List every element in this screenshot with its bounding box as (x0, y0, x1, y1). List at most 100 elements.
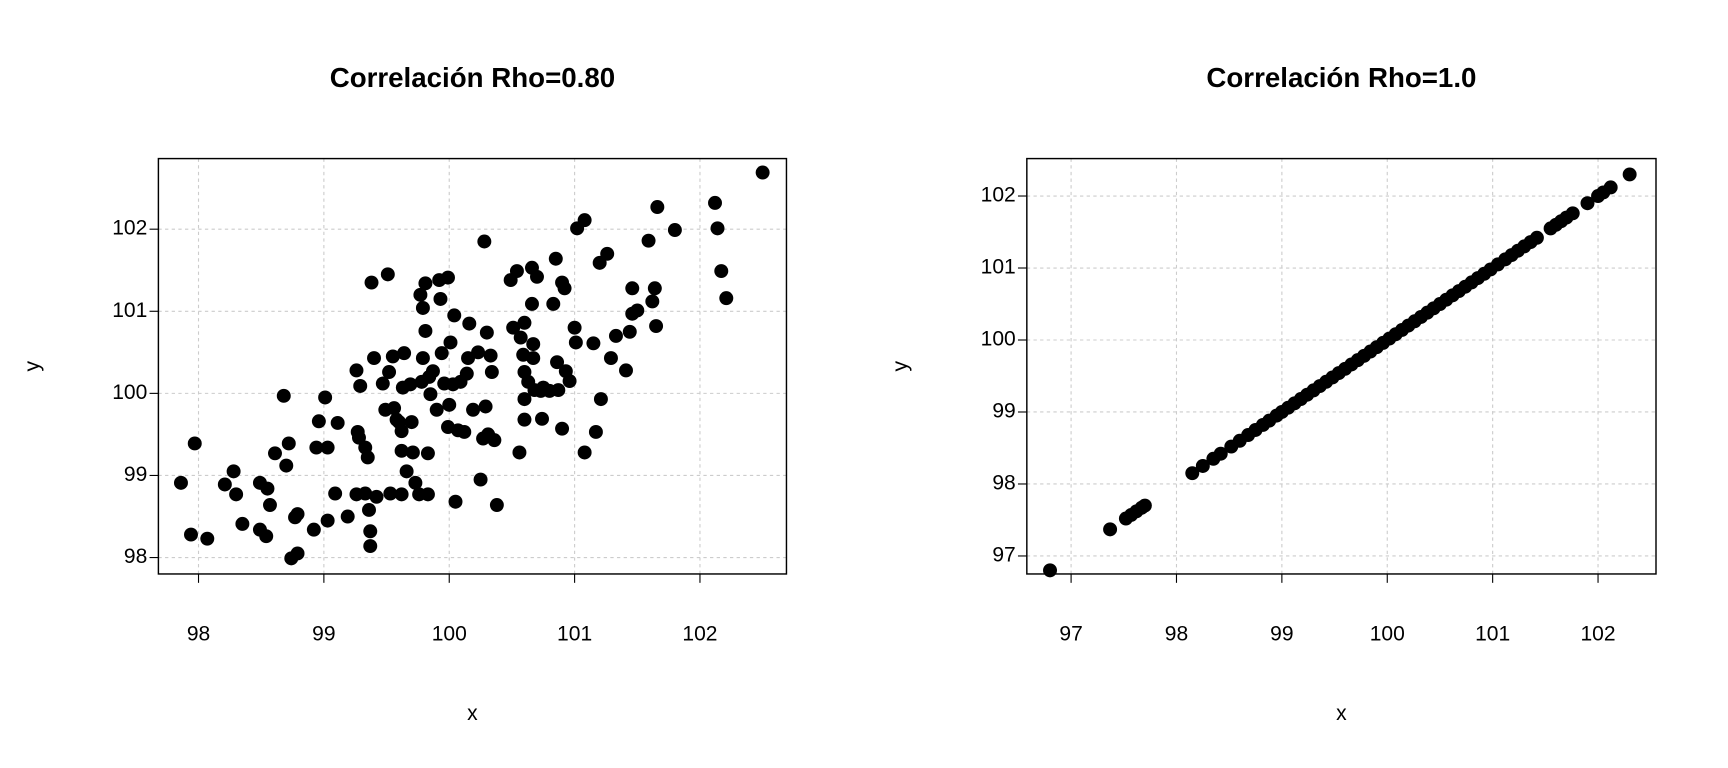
point (586, 336, 601, 351)
point (441, 270, 455, 285)
point (1529, 230, 1544, 245)
x-tick-label: 102 (1580, 622, 1615, 645)
point (394, 487, 409, 502)
point (375, 376, 390, 391)
point (369, 489, 384, 504)
point (457, 424, 472, 439)
point (650, 200, 665, 214)
point (408, 475, 423, 490)
x-tick-label: 99 (1270, 622, 1293, 645)
point (524, 296, 539, 311)
point (394, 424, 409, 439)
point (229, 487, 244, 502)
point (306, 522, 321, 537)
point (1213, 446, 1228, 461)
point (423, 387, 438, 402)
point (506, 320, 521, 335)
point (649, 319, 664, 334)
point (577, 213, 592, 228)
point (477, 234, 492, 249)
point (1603, 180, 1618, 195)
y-tick-label: 100 (981, 328, 1016, 351)
point (1565, 206, 1580, 221)
point (555, 421, 570, 436)
point (413, 287, 428, 302)
point (1043, 563, 1057, 578)
point (577, 445, 592, 460)
point (546, 296, 561, 311)
y-tick-label: 102 (981, 184, 1016, 207)
y-tick-label: 98 (124, 545, 147, 568)
point (387, 401, 402, 416)
point (318, 390, 333, 405)
point (279, 458, 294, 473)
point (383, 486, 398, 501)
point (473, 472, 488, 487)
point (608, 328, 623, 343)
point (259, 529, 274, 544)
point (434, 346, 449, 361)
point (619, 363, 633, 378)
point (187, 436, 202, 451)
x-tick-label: 99 (312, 622, 335, 645)
y-tick-label: 101 (112, 299, 147, 322)
x-axis-label: x (467, 702, 478, 725)
point (367, 351, 382, 366)
point (415, 301, 430, 315)
point (290, 546, 305, 561)
chart-title: Correlación Rho=0.80 (330, 62, 615, 93)
plot-frame (157, 157, 788, 575)
point (447, 308, 462, 323)
point (226, 464, 241, 479)
point (397, 346, 412, 361)
point (363, 539, 378, 554)
point (311, 414, 326, 429)
point (184, 527, 198, 542)
point (433, 291, 448, 306)
point (358, 486, 373, 501)
point (260, 481, 275, 496)
y-tick-label: 102 (112, 217, 147, 240)
point (512, 445, 527, 460)
point (268, 446, 282, 461)
point (1103, 522, 1118, 537)
point (358, 440, 373, 455)
point (487, 433, 502, 448)
x-tick-label: 101 (1475, 622, 1510, 645)
point (404, 415, 419, 430)
point (443, 335, 458, 350)
point (459, 366, 474, 381)
point (603, 351, 618, 366)
point (262, 498, 277, 512)
point (380, 267, 395, 282)
point (429, 402, 444, 417)
y-tick-label: 98 (992, 472, 1015, 495)
y-axis-label: y (21, 361, 44, 372)
point (235, 516, 250, 531)
point (462, 316, 477, 331)
point (714, 264, 729, 279)
point (530, 269, 544, 284)
point (471, 345, 486, 360)
point (466, 402, 481, 417)
point (420, 446, 435, 461)
point (710, 221, 725, 236)
point (600, 246, 615, 261)
point (320, 513, 335, 528)
point (382, 365, 397, 380)
point (517, 412, 532, 427)
plot-frame (1026, 157, 1657, 575)
point (1195, 459, 1210, 473)
point (708, 195, 722, 210)
point (630, 303, 645, 318)
x-tick-label: 101 (557, 622, 592, 645)
point (667, 223, 682, 237)
point (484, 365, 499, 380)
point (517, 315, 532, 330)
point (281, 436, 296, 451)
point (1622, 167, 1637, 182)
point (363, 524, 378, 539)
point (328, 486, 343, 501)
point (568, 335, 583, 350)
